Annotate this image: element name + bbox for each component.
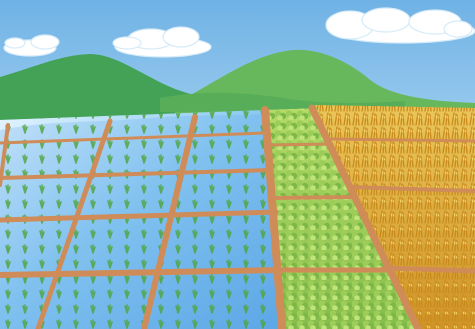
dike-gold-h3 [381, 265, 475, 274]
dike-horizontal-1 [0, 131, 266, 145]
dike-horizontal-2 [0, 168, 272, 180]
dikes [0, 104, 475, 329]
cloud-right [325, 7, 475, 44]
dike-horizontal-4 [0, 267, 284, 278]
dike-vertical-3 [141, 114, 198, 329]
dike-vertical-4 [261, 106, 286, 329]
dike-green-h2 [270, 195, 357, 200]
dike-vertical-5 [308, 104, 422, 329]
dike-green-h1 [266, 142, 334, 147]
dike-gold-h1 [328, 137, 475, 143]
dike-vertical-1 [0, 123, 10, 187]
dike-horizontal-3 [0, 209, 279, 223]
dike-vertical-2 [35, 118, 113, 329]
dike-gold-h2 [348, 185, 475, 193]
clouds [3, 7, 475, 58]
cloud-center [112, 26, 212, 58]
cloud-left [3, 34, 60, 57]
mountains [0, 49, 475, 120]
